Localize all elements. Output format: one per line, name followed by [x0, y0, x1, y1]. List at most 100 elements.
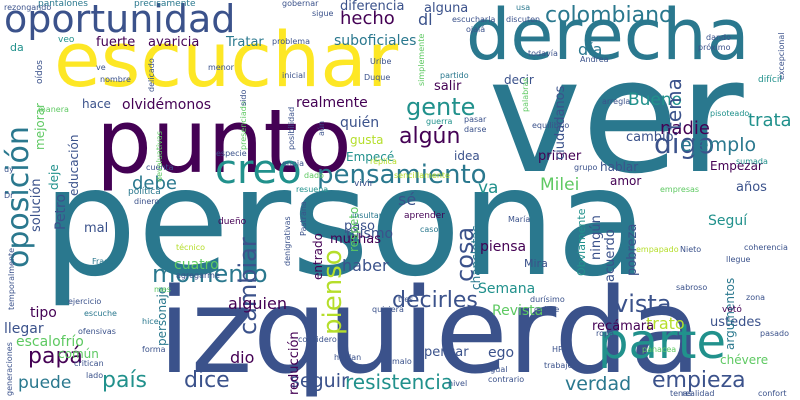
word: equilibrio — [532, 121, 570, 130]
word: palabras — [521, 77, 530, 112]
word: escuche — [84, 309, 117, 318]
word: dueño — [218, 217, 247, 227]
word: ve — [96, 63, 106, 72]
word: insultar — [352, 211, 383, 220]
word: muchas — [330, 232, 382, 247]
word: delicado — [147, 58, 156, 92]
word: entrado — [311, 233, 325, 280]
word: chévere — [720, 353, 769, 367]
word: chancletas — [469, 225, 483, 290]
word: sido — [239, 89, 248, 106]
word: María — [508, 215, 531, 224]
word: trabajé — [544, 361, 573, 370]
word: cuatro — [174, 257, 219, 273]
word: tenas — [670, 389, 693, 398]
word: uy — [4, 165, 14, 174]
word: algún — [399, 124, 461, 149]
word: hice — [142, 317, 159, 326]
word: suboficiales — [334, 33, 417, 49]
word: gusta — [350, 133, 384, 147]
word: nombre — [100, 75, 131, 84]
word: avaricia — [148, 35, 200, 50]
word: ropa — [596, 329, 614, 338]
word: caso — [420, 225, 439, 234]
word: excepcional — [777, 32, 786, 80]
word: tema — [662, 78, 686, 130]
word: escucharla — [452, 15, 496, 24]
word: decir — [504, 73, 534, 87]
word: ver — [488, 25, 744, 209]
word: Obviamente — [575, 208, 588, 276]
word: cambio — [626, 130, 674, 145]
word: ejercicio — [68, 297, 102, 306]
word: Seguí — [708, 213, 748, 229]
word: años — [736, 180, 767, 195]
word: pasado — [760, 329, 790, 338]
word: primer — [538, 149, 582, 164]
word: realmente — [296, 95, 368, 111]
word: salir — [434, 79, 462, 94]
word: pasar — [464, 115, 487, 124]
word: decirles — [392, 288, 478, 313]
word: olvidémonos — [122, 97, 212, 113]
word: posibilidad — [287, 106, 296, 150]
word: persona — [42, 136, 649, 310]
word: realidad — [682, 389, 715, 398]
word: educación — [67, 134, 81, 196]
word: Empecé — [346, 150, 395, 164]
word: técnico — [176, 243, 206, 252]
word: guerra — [426, 117, 453, 126]
word: coherencia — [744, 243, 788, 252]
word: puede — [18, 373, 72, 393]
word: devaluativas — [155, 131, 164, 182]
word: Petro — [53, 193, 69, 230]
word: generaciones — [5, 342, 14, 396]
word: confort — [758, 389, 787, 398]
word: pensar — [424, 345, 469, 360]
word: empapado — [636, 245, 679, 254]
word: todavía — [528, 49, 558, 58]
word: dado — [304, 171, 324, 180]
word: forma — [142, 345, 166, 354]
word: vista — [614, 290, 672, 318]
word: verdad — [565, 373, 632, 395]
word: Revista — [492, 303, 544, 319]
word: malo — [392, 357, 412, 366]
word: llegar — [4, 321, 44, 337]
word: HPs — [552, 345, 567, 354]
word: discuten — [506, 15, 541, 24]
word: alguien — [228, 294, 287, 313]
word: ojalá — [466, 25, 486, 34]
word: recámara — [592, 319, 655, 334]
word: empieza — [652, 368, 746, 393]
word: seguir — [290, 370, 349, 392]
word: izquierda — [158, 262, 702, 400]
word: inicial — [282, 71, 306, 80]
word: Uribe — [370, 57, 392, 66]
word: menor — [208, 63, 234, 72]
word: Milei — [540, 175, 580, 195]
word: hace — [82, 97, 111, 111]
word: agregarme — [176, 271, 220, 280]
word: Andrea — [580, 55, 609, 64]
word: nadie — [660, 118, 710, 139]
word: Bueno — [628, 90, 683, 110]
word: ejemplo — [680, 134, 757, 156]
word: dando — [706, 33, 732, 42]
word: considero — [298, 335, 337, 344]
word: usa — [516, 3, 531, 12]
word: tipo — [30, 305, 57, 321]
word: darse — [464, 125, 487, 134]
word: política — [128, 187, 161, 197]
word: punto — [96, 90, 352, 193]
word: gente — [406, 93, 476, 121]
word: escuchar — [54, 15, 399, 104]
word: oportunidad — [4, 0, 236, 41]
word: Semana — [478, 281, 536, 297]
word: problema — [272, 37, 311, 46]
word: igual — [488, 365, 508, 374]
word: critican — [74, 359, 104, 368]
word: aprender — [404, 211, 445, 221]
word: resistencia — [345, 370, 454, 394]
